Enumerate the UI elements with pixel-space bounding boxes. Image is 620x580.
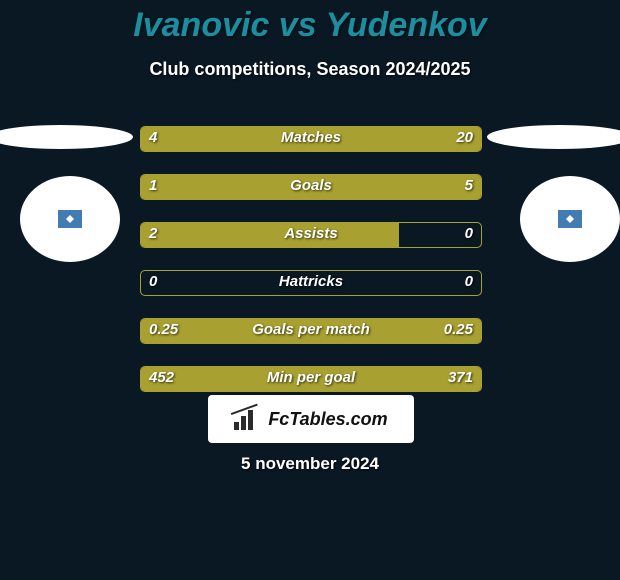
right-player-circle	[520, 176, 620, 262]
brand-chart-icon	[234, 406, 260, 432]
stat-label: Matches	[141, 129, 481, 146]
left-team-ellipse	[0, 125, 133, 149]
stat-row: 0.250.25Goals per match	[140, 318, 482, 344]
page-subtitle: Club competitions, Season 2024/2025	[0, 59, 620, 80]
left-flag-icon	[58, 210, 82, 228]
stat-row: 00Hattricks	[140, 270, 482, 296]
stat-row: 452371Min per goal	[140, 366, 482, 392]
right-team-ellipse	[487, 125, 620, 149]
brand-text: FcTables.com	[268, 409, 387, 430]
stat-row: 20Assists	[140, 222, 482, 248]
stats-block: 420Matches 15Goals 20Assists 00Hattricks 0.2…	[140, 126, 482, 414]
stat-label: Assists	[141, 225, 481, 242]
stat-label: Goals	[141, 177, 481, 194]
stat-label: Min per goal	[141, 369, 481, 386]
right-flag-icon	[558, 210, 582, 228]
stat-label: Goals per match	[141, 321, 481, 338]
left-player-circle	[20, 176, 120, 262]
comparison-infographic: Ivanovic vs Yudenkov Club competitions, …	[0, 0, 620, 580]
date-label: 5 november 2024	[0, 454, 620, 474]
stat-row: 15Goals	[140, 174, 482, 200]
brand-badge: FcTables.com	[208, 395, 414, 443]
stat-label: Hattricks	[141, 273, 481, 290]
stat-row: 420Matches	[140, 126, 482, 152]
page-title: Ivanovic vs Yudenkov	[0, 0, 620, 45]
